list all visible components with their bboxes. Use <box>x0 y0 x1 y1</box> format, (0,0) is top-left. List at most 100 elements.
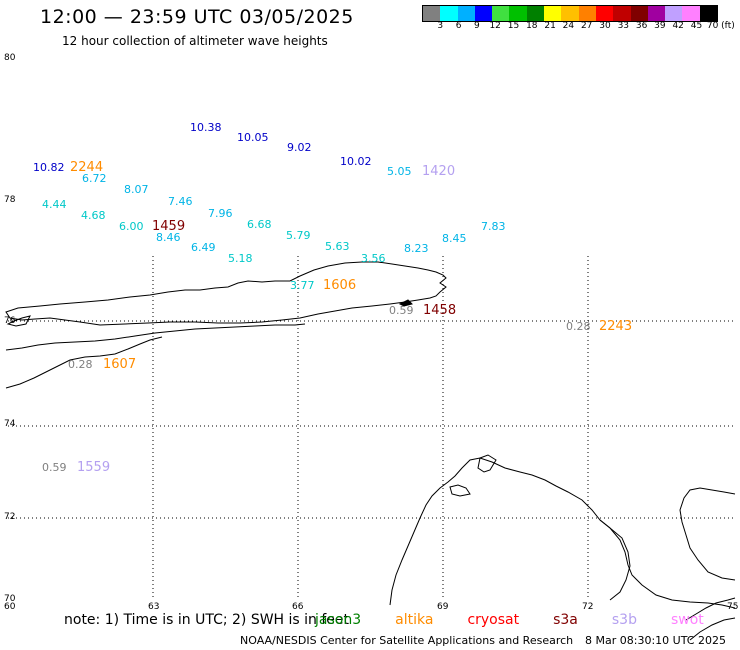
pass-time: 1607 <box>103 357 136 372</box>
satellite-swot: swot <box>670 612 704 628</box>
color-swatch <box>423 6 441 21</box>
satellite-s3a: s3a <box>553 612 578 628</box>
swh-value: 6.72 <box>82 172 107 185</box>
lat-label: 80 <box>4 53 16 63</box>
pass-time: 1458 <box>423 303 456 318</box>
swh-value: 0.59 <box>389 304 414 317</box>
swh-readouts: 10.38 10.05 9.02 10.02 10.82 6.72 8.07 7… <box>33 121 591 474</box>
swh-value: 7.83 <box>481 220 506 233</box>
color-swatch <box>682 6 700 21</box>
color-swatch <box>613 6 631 21</box>
swh-value: 5.05 <box>387 165 412 178</box>
pass-times: 2244 1420 1459 1606 1458 2243 1607 1559 <box>70 160 632 475</box>
color-swatch <box>509 6 527 21</box>
satellite-cryosat: cryosat <box>467 612 520 628</box>
lon-label: 63 <box>148 602 159 612</box>
longitude-labels: 60 63 66 69 72 75 <box>4 602 738 612</box>
satellite-altika: altika <box>395 612 434 628</box>
lat-label: 74 <box>4 419 16 429</box>
color-swatch <box>492 6 510 21</box>
swh-value: 4.68 <box>81 209 106 222</box>
color-legend-label: 45 <box>690 21 703 31</box>
lon-label: 66 <box>292 602 304 612</box>
color-swatch <box>665 6 683 21</box>
color-legend-labels: 3 6 9 12 15 18 21 24 27 30 33 36 39 42 45 70 (ft) <box>422 21 740 33</box>
color-legend-label: 24 <box>562 21 575 31</box>
note-text: note: 1) Time is in UTC; 2) SWH is in fe… <box>64 612 350 628</box>
swh-value: 8.07 <box>124 183 149 196</box>
color-swatch <box>474 6 493 21</box>
swh-value: 5.18 <box>228 252 253 265</box>
swh-value: 8.45 <box>442 232 467 245</box>
color-swatch <box>578 6 596 21</box>
page-subtitle: 12 hour collection of altimeter wave hei… <box>62 34 328 48</box>
color-legend-label: 6 <box>455 21 462 31</box>
swh-value: 4.44 <box>42 198 67 211</box>
swh-value: 0.28 <box>566 320 591 333</box>
color-legend-label: 3 <box>437 21 444 31</box>
color-swatch <box>544 6 562 21</box>
satellite-s3b: s3b <box>611 612 637 628</box>
swh-value: 10.05 <box>237 131 269 144</box>
lon-label: 69 <box>437 602 449 612</box>
color-legend <box>422 5 719 22</box>
swh-value: 10.82 <box>33 161 65 174</box>
swh-value: 3.77 <box>290 279 315 292</box>
swh-value: 6.68 <box>247 218 272 231</box>
lat-label: 78 <box>4 195 16 205</box>
swh-value: 6.00 <box>119 220 144 233</box>
swh-value: 7.96 <box>208 207 233 220</box>
color-swatch <box>630 6 648 21</box>
swh-value: 5.79 <box>286 229 311 242</box>
swh-value: 0.28 <box>68 358 93 371</box>
color-legend-label: 15 <box>507 21 520 31</box>
credit-organization: NOAA/NESDIS Center for Satellite Applica… <box>240 634 574 647</box>
swh-value: 8.23 <box>404 242 429 255</box>
swh-value: 10.38 <box>190 121 222 134</box>
color-legend-label: 18 <box>526 21 538 31</box>
page-title: 12:00 — 23:59 UTC 03/05/2025 <box>40 6 354 28</box>
color-legend-label: 42 <box>672 21 684 31</box>
color-swatch <box>440 6 458 21</box>
coastline <box>5 261 736 641</box>
lon-label: 60 <box>4 602 16 612</box>
color-swatch <box>595 6 614 21</box>
color-swatch <box>561 6 579 21</box>
footer-note: note: 1) Time is in UTC; 2) SWH is in fe… <box>64 612 704 628</box>
color-legend-label: 27 <box>580 21 593 31</box>
color-legend-label: 36 <box>635 21 648 31</box>
color-swatch <box>647 6 666 21</box>
color-legend-label: 9 <box>474 21 480 31</box>
satellite-jason3: jason3 <box>315 612 362 628</box>
swh-value: 0.59 <box>42 461 67 474</box>
color-legend-label: 39 <box>654 21 666 31</box>
pass-time: 1420 <box>422 164 455 179</box>
swh-value: 8.46 <box>156 231 181 244</box>
lat-label: 70 <box>4 594 16 604</box>
pass-time: 1606 <box>323 278 356 293</box>
color-legend-label: 30 <box>599 21 611 31</box>
color-legend-label: 70 (ft) <box>706 21 735 31</box>
swh-value: 3.56 <box>361 252 386 265</box>
pass-time: 1459 <box>152 219 185 234</box>
swh-value: 7.46 <box>168 195 193 208</box>
pass-time: 2243 <box>599 319 632 334</box>
swh-value: 9.02 <box>287 141 312 154</box>
swh-value: 5.63 <box>325 240 350 253</box>
pass-time: 1559 <box>77 460 110 475</box>
color-legend-label: 33 <box>617 21 630 31</box>
lon-label: 72 <box>582 602 593 612</box>
color-legend-label: 21 <box>544 21 556 31</box>
latitude-labels: 80 78 76 74 72 70 <box>4 53 16 604</box>
pass-time: 2244 <box>70 160 103 175</box>
swh-value: 10.02 <box>340 155 372 168</box>
color-swatch <box>526 6 545 21</box>
swh-value: 6.49 <box>191 241 216 254</box>
color-swatch <box>457 6 475 21</box>
color-swatch <box>699 6 718 21</box>
lat-label: 72 <box>4 512 15 522</box>
color-legend-label: 12 <box>489 21 501 31</box>
graticule <box>8 256 735 600</box>
satellite-legend: jason3 altika cryosat s3a s3b swot <box>315 612 704 628</box>
